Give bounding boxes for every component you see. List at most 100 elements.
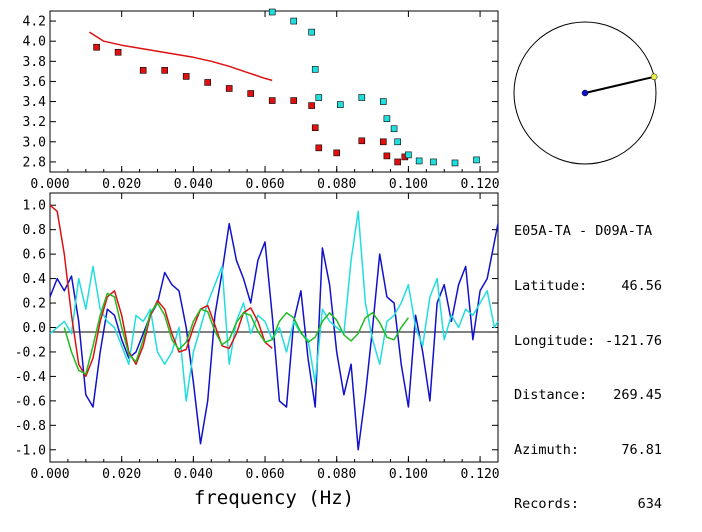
top-y-tick-label: 2.8 <box>23 155 46 170</box>
station-pair: E05A-TA - D09A-TA <box>514 223 653 240</box>
top-y-tick-label: 3.8 <box>23 55 46 70</box>
top-cyan-point <box>394 138 401 146</box>
top-x-tick-label: 0.020 <box>102 177 141 192</box>
top-y-tick-label: 3.0 <box>23 135 46 150</box>
top-x-tick-label: 0.080 <box>317 177 356 192</box>
top-red-point <box>182 73 190 80</box>
top-red-point <box>358 137 366 145</box>
bottom-x-tick-label: 0.060 <box>245 467 284 482</box>
distance-label: Distance: <box>514 387 588 404</box>
top-red-point <box>311 124 319 132</box>
top-red-point <box>308 102 315 109</box>
bottom-x-tick-label: 0.020 <box>102 467 141 482</box>
top-red-point <box>290 97 298 104</box>
bottom-x-tick-label: 0.120 <box>461 467 500 482</box>
x-axis-label: frequency (Hz) <box>194 487 354 509</box>
azimuth-line <box>584 75 655 94</box>
top-cyan-point <box>315 94 323 101</box>
azimuth-diagram <box>513 21 658 165</box>
azimuth-label: Azimuth: <box>514 441 580 458</box>
bottom-x-tick-label: 0.040 <box>174 467 213 482</box>
bottom-y-tick-label: 0.2 <box>23 297 46 312</box>
bottom-plot-frame <box>49 192 499 463</box>
info-row-distance: Distance: 269.45 <box>514 386 662 404</box>
records-label: Records: <box>514 496 580 513</box>
top-x-tick-label: 0.040 <box>174 177 213 192</box>
top-y-tick-label: 3.4 <box>23 95 47 110</box>
bottom-red-series <box>49 204 273 378</box>
top-cyan-point <box>415 157 423 165</box>
top-red-point <box>93 43 100 51</box>
top-red-point <box>114 48 122 56</box>
top-y-tick-label: 4.2 <box>23 15 46 30</box>
top-cyan-point <box>311 66 319 73</box>
bottom-y-tick-label: -0.2 <box>15 345 46 360</box>
top-cyan-point <box>290 17 298 25</box>
station-info: E05A-TA - D09A-TA Latitude: 46.56 Longit… <box>514 186 662 532</box>
bottom-y-tick-label: -1.0 <box>15 443 46 458</box>
top-cyan-point <box>473 156 480 164</box>
bottom-y-tick-label: 0.6 <box>23 248 46 263</box>
azimuth-value: 76.81 <box>621 441 662 458</box>
top-y-tick-label: 3.2 <box>23 115 46 130</box>
top-red-point <box>315 144 323 152</box>
azimuth-circle <box>513 21 657 165</box>
info-row-records: Records: 634 <box>514 495 662 513</box>
info-row-azimuth: Azimuth: 76.81 <box>514 441 662 459</box>
top-cyan-point <box>268 8 276 16</box>
top-cyan-point <box>380 98 387 105</box>
figure: 0.000 0.020 0.040 0.060 0.080 0.100 0.120 2.8 3.… <box>15 8 658 509</box>
top-x-tick-label: 0.000 <box>30 177 69 192</box>
azimuth-end-dot <box>650 73 658 81</box>
top-cyan-point <box>430 158 437 166</box>
top-cyan-point <box>451 159 459 167</box>
top-red-point <box>268 97 276 104</box>
top-red-point <box>383 152 391 160</box>
latitude-label: Latitude: <box>514 278 588 295</box>
top-cyan-point <box>358 94 366 101</box>
top-y-tick-label: 3.6 <box>23 75 46 90</box>
top-cyan-point <box>308 28 315 36</box>
top-red-series <box>88 31 273 82</box>
bottom-y-tick-label: 0.8 <box>23 223 46 238</box>
records-value: 634 <box>637 496 662 513</box>
bottom-y-tick-label: -0.6 <box>15 394 46 409</box>
bottom-x-tick-label: 0.000 <box>30 467 69 482</box>
top-cyan-point <box>337 101 344 108</box>
info-row-longitude: Longitude: -121.76 <box>514 332 662 350</box>
top-plot-frame <box>49 10 499 173</box>
top-red-point <box>204 79 211 86</box>
top-y-tick-label: 4.0 <box>23 35 46 50</box>
bottom-y-tick-label: 0.0 <box>23 321 46 336</box>
top-cyan-point <box>405 151 412 159</box>
top-cyan-point <box>383 115 391 122</box>
longitude-label: Longitude: <box>514 332 596 349</box>
azimuth-center-dot <box>581 89 589 97</box>
distance-value: 269.45 <box>613 387 662 404</box>
top-red-point <box>333 149 341 157</box>
correlation-panel: 0.000 0.020 0.040 0.060 0.080 0.100 0.120 -1.0 -… <box>15 192 500 509</box>
bottom-y-tick-label: 1.0 <box>23 199 46 214</box>
top-x-tick-label: 0.060 <box>245 177 284 192</box>
bottom-cyan-series <box>49 210 499 402</box>
bottom-x-tick-label: 0.080 <box>317 467 356 482</box>
bottom-y-tick-label: -0.4 <box>15 370 46 385</box>
top-red-point <box>380 138 387 146</box>
dispersion-panel: 0.000 0.020 0.040 0.060 0.080 0.100 0.120 2.8 3.… <box>23 8 500 192</box>
bottom-x-tick-label: 0.100 <box>389 467 428 482</box>
top-red-point <box>247 90 255 97</box>
top-red-point <box>139 67 147 74</box>
bottom-y-tick-label: -0.8 <box>15 419 46 434</box>
bottom-green-series <box>63 292 410 375</box>
latitude-value: 46.56 <box>621 278 662 295</box>
top-red-point <box>394 158 401 166</box>
top-cyan-point <box>390 125 398 133</box>
top-x-tick-label: 0.100 <box>389 177 428 192</box>
top-red-point <box>225 85 233 92</box>
top-red-point <box>161 67 168 74</box>
bottom-y-tick-label: 0.4 <box>23 272 47 287</box>
top-x-tick-label: 0.120 <box>461 177 500 192</box>
info-row-latitude: Latitude: 46.56 <box>514 277 662 295</box>
longitude-value: -121.76 <box>605 332 662 349</box>
bottom-blue-series <box>49 222 499 451</box>
